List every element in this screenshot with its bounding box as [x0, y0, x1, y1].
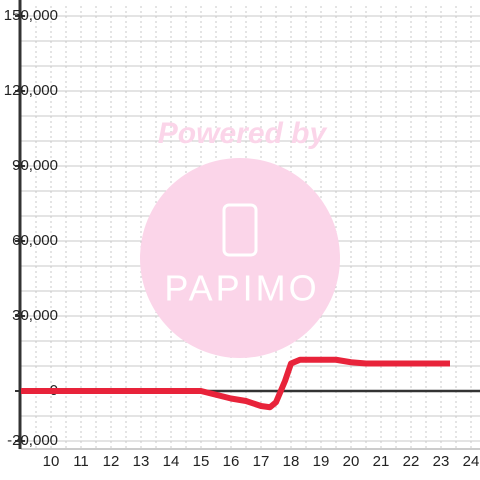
x-tick-label: 10 — [43, 453, 60, 470]
x-tick-label: 15 — [193, 453, 210, 470]
x-tick-label: 18 — [283, 453, 300, 470]
x-tick-label: 13 — [133, 453, 150, 470]
y-tick-label: 30,000 — [12, 307, 58, 324]
y-tick-label: -20,000 — [7, 432, 58, 449]
x-tick-label: 12 — [103, 453, 120, 470]
watermark: Powered by PAPIMO — [140, 117, 340, 358]
y-tick-label: 150,000 — [4, 7, 58, 24]
x-tick-label: 22 — [403, 453, 420, 470]
y-tick-label: 90,000 — [12, 157, 58, 174]
x-tick-label: 17 — [253, 453, 270, 470]
series-line — [21, 356, 450, 411]
watermark-circle — [140, 158, 340, 358]
x-tick-label: 21 — [373, 453, 390, 470]
x-tick-label: 14 — [163, 453, 180, 470]
watermark-text: Powered by — [158, 117, 328, 150]
x-tick-label: 24 — [463, 453, 480, 470]
x-tick-label: 20 — [343, 453, 360, 470]
watermark-logo: PAPIMO — [164, 268, 319, 309]
x-tick-label: 23 — [433, 453, 450, 470]
watermark-icon — [222, 203, 258, 257]
x-tick-label: 11 — [73, 453, 89, 470]
x-tick-label: 16 — [223, 453, 240, 470]
x-tick-label: 19 — [313, 453, 330, 470]
y-tick-label: 60,000 — [12, 232, 58, 249]
y-tick-label: 120,000 — [4, 82, 58, 99]
